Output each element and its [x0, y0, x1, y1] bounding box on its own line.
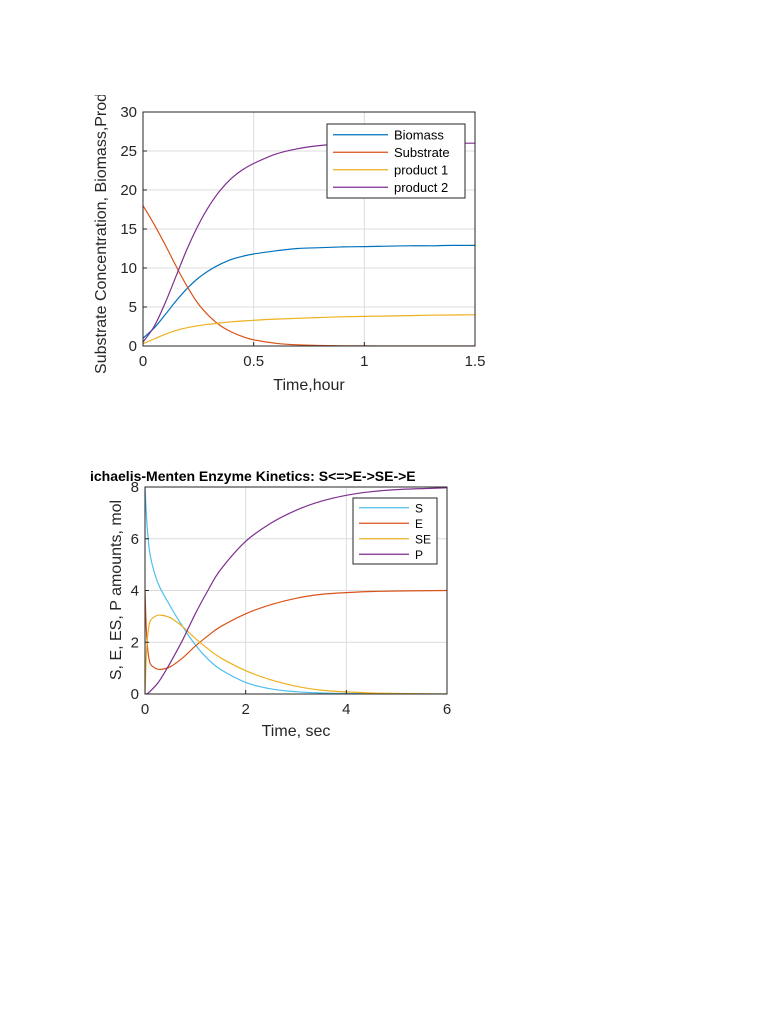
ticks: 0 0.5 1 1.5 0 5 10 15 20 25 30 [120, 104, 485, 370]
y-tick-label: 0 [131, 686, 139, 703]
y-tick-label: 6 [131, 531, 139, 548]
y-tick-label: 0 [129, 338, 137, 355]
series-line-biomass [143, 244, 475, 339]
x-tick-label: 4 [342, 701, 350, 718]
x-tick-label: 0 [139, 353, 147, 370]
legend-box [326, 123, 466, 199]
y-tick-label: 20 [120, 182, 137, 199]
x-tick-label: 0.5 [243, 353, 264, 370]
ticks: 0 2 4 6 0 2 4 6 8 [131, 479, 452, 718]
legend-label-e: E [415, 517, 423, 531]
series-line-e [145, 589, 447, 671]
x-axis-label: Time, sec [262, 723, 331, 740]
series-line-product-1 [143, 314, 475, 345]
series-line-p [145, 487, 447, 694]
x-tick-label: 0 [141, 701, 149, 718]
y-tick-label: 5 [129, 299, 137, 316]
x-tick-label: 6 [443, 701, 451, 718]
y-axis-label: S, E, ES, P amounts, mol [108, 500, 125, 680]
y-tick-label: 4 [131, 583, 139, 600]
y-axis-label: Substrate Concentration, Biomass,Produ [93, 95, 110, 374]
legend-box [352, 497, 438, 565]
legend-label-biomass: Biomass [394, 127, 444, 142]
x-tick-label: 1 [360, 353, 368, 370]
y-tick-label: 25 [120, 143, 137, 160]
chart-enzyme-kinetics: ichaelis-Menten Enzyme Kinetics: S<=>E->… [90, 468, 452, 740]
chart-title: ichaelis-Menten Enzyme Kinetics: S<=>E->… [90, 468, 416, 484]
legend-label-product-2: product 2 [394, 180, 448, 195]
chart-biomass: 0 0.5 1 1.5 0 5 10 15 20 25 30 Time,hour Substrate… [93, 95, 485, 394]
x-axis-label: Time,hour [273, 377, 345, 394]
x-tick-label: 1.5 [465, 353, 486, 370]
series-line-substrate [143, 205, 475, 346]
legend-label-se: SE [415, 532, 431, 546]
legend-label-product-1: product 1 [394, 162, 448, 177]
y-tick-label: 8 [131, 479, 139, 496]
legend-label-s: S [415, 501, 423, 515]
y-tick-label: 10 [120, 260, 137, 277]
y-tick-label: 15 [120, 221, 137, 238]
legend-label-substrate: Substrate [394, 145, 450, 160]
legend: Biomass Substrate product 1 product 2 [326, 123, 466, 199]
legend-label-p: P [415, 548, 423, 562]
y-tick-label: 2 [131, 634, 139, 651]
x-tick-label: 2 [241, 701, 249, 718]
y-tick-label: 30 [120, 104, 137, 121]
